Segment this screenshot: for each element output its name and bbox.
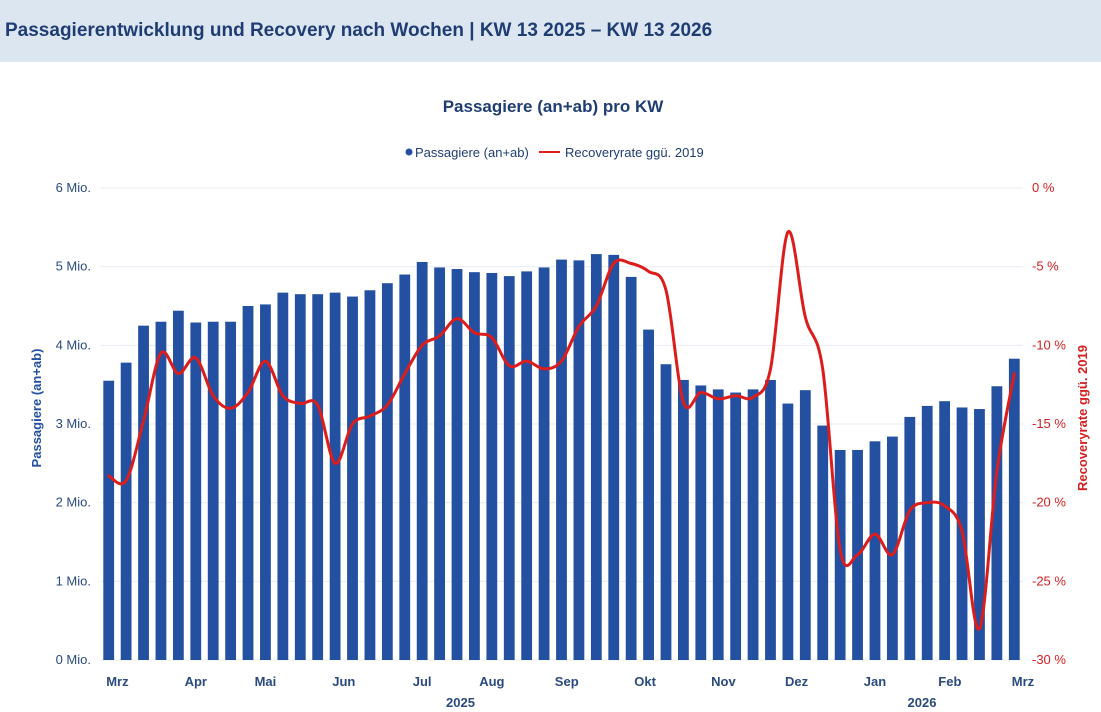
bar[interactable] [747,389,759,660]
bar[interactable] [974,409,985,660]
bar[interactable] [260,304,271,660]
bar[interactable] [521,271,533,660]
right-tick-label: -25 % [1032,573,1066,588]
bar[interactable] [573,260,585,660]
bar[interactable] [939,401,951,660]
bar[interactable] [695,385,707,660]
bar[interactable] [782,403,794,660]
left-tick-label: 4 Mio. [56,337,91,352]
bar[interactable] [416,261,428,660]
bar[interactable] [765,379,776,660]
bar[interactable] [486,272,498,660]
left-tick-label: 6 Mio. [56,180,91,195]
bar[interactable] [869,441,881,660]
right-tick-label: -5 % [1032,259,1059,274]
left-axis-title: Passagiere (an+ab) [29,349,44,468]
bar[interactable] [172,310,184,660]
bar[interactable] [399,274,411,660]
right-tick-label: -15 % [1032,416,1066,431]
bar[interactable] [991,386,1003,660]
left-tick-label: 3 Mio. [56,416,91,431]
bar-series [103,254,1020,660]
bar[interactable] [799,390,811,660]
year-label: 2026 [908,695,937,710]
bar[interactable] [138,325,149,660]
header-bar: Passagierentwicklung und Recovery nach W… [0,0,1101,62]
bar[interactable] [503,276,515,660]
bar[interactable] [590,254,602,660]
bar[interactable] [608,254,620,660]
x-tick-label: Feb [938,674,961,689]
x-tick-label: Mrz [106,674,129,689]
bar[interactable] [660,364,672,660]
bar[interactable] [207,321,219,660]
bar[interactable] [538,267,550,660]
bar[interactable] [277,292,289,660]
x-tick-label: Okt [634,674,656,689]
bar[interactable] [1008,358,1020,660]
legend-label-line[interactable]: Recoveryrate ggü. 2019 [565,145,704,160]
bar[interactable] [730,392,742,660]
bar[interactable] [103,380,115,660]
left-axis-ticks: 0 Mio. 1 Mio. 2 Mio. 3 Mio. 4 Mio. 5 Mio. 6 Mi… [56,180,91,667]
bar[interactable] [921,405,933,660]
bar[interactable] [120,362,132,660]
bar[interactable] [678,379,689,660]
left-tick-label: 1 Mio. [56,573,91,588]
bar[interactable] [886,436,898,660]
x-tick-label: Jun [332,674,355,689]
bar[interactable] [190,322,202,660]
combo-chart: Passagiere (an+ab) pro KW Passagiere (an… [29,97,1090,710]
bar[interactable] [225,321,237,660]
page-title: Passagierentwicklung und Recovery nach W… [5,20,713,41]
bar[interactable] [364,290,376,660]
right-axis-title: Recoveryrate ggü. 2019 [1075,345,1090,491]
legend-label-bars[interactable]: Passagiere (an+ab) [415,145,529,160]
x-tick-label: Sep [555,674,579,689]
legend: Passagiere (an+ab) Recoveryrate ggü. 201… [405,145,704,160]
bar[interactable] [625,276,637,660]
x-tick-label: Mrz [1012,674,1035,689]
right-tick-label: -10 % [1032,337,1066,352]
x-tick-label: Dez [785,674,809,689]
right-tick-label: 0 % [1032,180,1055,195]
right-axis-ticks: -30 % -25 % -20 % -15 % -10 % -5 % 0 % [1032,180,1066,667]
bar[interactable] [294,294,306,660]
bar[interactable] [817,425,829,660]
x-axis-ticks: Mrz Apr Mai Jun Jul Aug Sep Okt Nov Dez Jan Feb Mrz 2… [106,674,1034,710]
chart-title: Passagiere (an+ab) pro KW [443,97,665,116]
bar[interactable] [329,292,341,660]
recovery-line [107,230,1016,631]
x-tick-label: Aug [479,674,504,689]
left-tick-label: 2 Mio. [56,495,91,510]
bar[interactable] [469,272,480,660]
x-tick-label: Apr [185,674,207,689]
right-tick-label: -30 % [1032,652,1066,667]
legend-marker-bars [405,148,413,156]
left-tick-label: 5 Mio. [56,259,91,274]
bar[interactable] [242,306,254,660]
bar[interactable] [643,329,654,660]
bar[interactable] [556,259,567,660]
x-tick-label: Jan [864,674,886,689]
year-label: 2025 [446,695,475,710]
x-tick-label: Jul [413,674,432,689]
bar[interactable] [451,269,463,660]
x-tick-label: Nov [711,674,736,689]
bar[interactable] [381,283,393,660]
right-tick-label: -20 % [1032,495,1066,510]
bar[interactable] [904,416,916,660]
bar[interactable] [312,294,324,660]
bar[interactable] [347,296,358,660]
left-tick-label: 0 Mio. [56,652,91,667]
bar[interactable] [712,389,724,660]
x-tick-label: Mai [255,674,277,689]
bar[interactable] [434,267,445,660]
bar[interactable] [155,321,167,660]
